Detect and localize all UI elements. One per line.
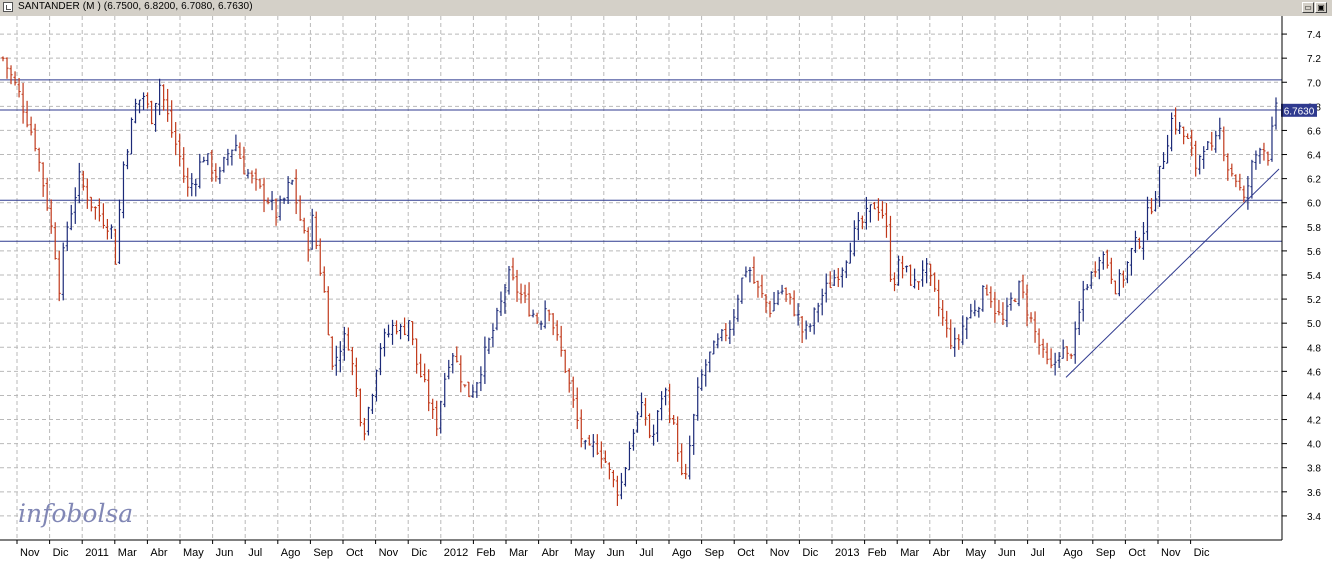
plot-background — [0, 16, 1282, 540]
infobolsa-logo: infobolsa — [18, 499, 133, 528]
x-tick-label: Mar — [900, 547, 919, 559]
y-tick-label: 7.2 — [1307, 54, 1321, 65]
y-tick-label: 5.4 — [1307, 271, 1321, 282]
x-tick-label: Ago — [281, 547, 301, 559]
price-tag-group: 6.7630 — [1281, 103, 1317, 117]
x-tick-label: Jun — [607, 547, 625, 559]
y-tick-label: 6.2 — [1307, 175, 1321, 186]
y-tick-label: 3.4 — [1307, 512, 1321, 523]
x-tick-label: Feb — [868, 547, 887, 559]
y-tick-label: 3.8 — [1307, 464, 1321, 475]
y-tick-label: 4.6 — [1307, 367, 1321, 378]
y-tick-label: 5.2 — [1307, 295, 1321, 306]
x-tick-label: Dic — [53, 547, 69, 559]
x-tick-label: Abr — [933, 547, 950, 559]
y-tick-label: 7.4 — [1307, 30, 1321, 41]
title-bar[interactable]: SANTANDER (M ) (6.7500, 6.8200, 6.7080, … — [0, 0, 1332, 17]
restore-button[interactable]: ▣ — [1315, 2, 1327, 13]
y-tick-label: 7.0 — [1307, 78, 1321, 89]
y-tick-label: 6.6 — [1307, 126, 1321, 137]
x-tick-label: Ago — [1063, 547, 1083, 559]
x-tick-label: Ago — [672, 547, 692, 559]
logo-part-info: info — [18, 499, 66, 528]
ohlc-bars — [1, 56, 1278, 506]
x-tick-label: Mar — [509, 547, 528, 559]
y-tick-label: 3.6 — [1307, 488, 1321, 499]
y-tick-label: 5.0 — [1307, 319, 1321, 330]
x-tick-label: Nov — [1161, 547, 1181, 559]
y-tick-label: 4.2 — [1307, 416, 1321, 427]
horizontal-lines — [0, 79, 1282, 242]
x-tick-label: Jun — [216, 547, 234, 559]
x-tick-label: Dic — [1194, 547, 1210, 559]
logo-part-bolsa: bolsa — [66, 499, 133, 528]
x-tick-label: Abr — [150, 547, 167, 559]
y-tick-label: 5.6 — [1307, 247, 1321, 258]
trendline-group — [1065, 168, 1280, 378]
x-tick-label: Jul — [639, 547, 653, 559]
x-tick-label: Oct — [737, 547, 754, 559]
trendline — [1065, 168, 1280, 378]
y-tick-label: 4.4 — [1307, 391, 1321, 402]
x-tick-label: Nov — [20, 547, 40, 559]
x-tick-label: May — [574, 547, 595, 559]
x-tick-label: 2012 — [444, 547, 468, 559]
y-tick-label: 6.4 — [1307, 151, 1321, 162]
x-tick-label: Oct — [346, 547, 363, 559]
x-tick-label: May — [965, 547, 986, 559]
y-axis-panel — [1282, 16, 1332, 540]
x-tick-label: 2011 — [85, 547, 109, 559]
window-title: SANTANDER (M ) (6.7500, 6.8200, 6.7080, … — [18, 1, 253, 12]
y-axis-ticks: 3.4 3.6 3.8 4.0 4.2 4.4 4.6 4.8 5.0 5.2 5.4 5.6 5.8 6… — [1282, 30, 1321, 523]
x-tick-label: Sep — [313, 547, 333, 559]
x-tick-label: May — [183, 547, 204, 559]
x-tick-label: Sep — [705, 547, 725, 559]
last-price-label: 6.7630 — [1284, 106, 1315, 117]
chart-window-icon — [3, 2, 13, 12]
x-tick-label: Nov — [770, 547, 790, 559]
x-tick-label: Oct — [1128, 547, 1145, 559]
y-tick-label: 4.8 — [1307, 343, 1321, 354]
x-tick-label: Jul — [248, 547, 262, 559]
y-tick-label: 4.0 — [1307, 440, 1321, 451]
x-tick-label: Dic — [411, 547, 427, 559]
price-chart[interactable]: 3.4 3.6 3.8 4.0 4.2 4.4 4.6 4.8 5.0 5.2 5.4 5.6 5.8 6… — [0, 16, 1332, 561]
x-tick-label: Jun — [998, 547, 1016, 559]
y-tick-label: 5.8 — [1307, 223, 1321, 234]
y-tick-label: 6.0 — [1307, 199, 1321, 210]
x-tick-label: 2013 — [835, 547, 859, 559]
x-tick-label: Feb — [476, 547, 495, 559]
last-price-tag — [1281, 103, 1317, 117]
x-tick-label: Abr — [542, 547, 559, 559]
x-axis-ticks: Nov Dic 2011 Mar Abr May Jun Jul Ago Sep Oct Nov Dic… — [16, 540, 1210, 559]
x-tick-label: Sep — [1096, 547, 1116, 559]
x-tick-label: Jul — [1031, 547, 1045, 559]
x-tick-label: Nov — [379, 547, 399, 559]
x-tick-label: Mar — [118, 547, 137, 559]
x-axis-panel — [0, 540, 1332, 561]
minimize-button[interactable]: ▭ — [1302, 2, 1314, 13]
x-tick-label: Dic — [802, 547, 818, 559]
